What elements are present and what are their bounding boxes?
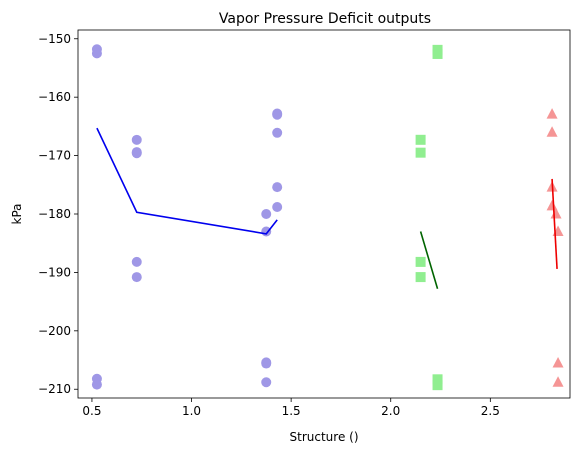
y-axis-label: kPa — [10, 204, 24, 225]
series-2-trend-line — [419, 231, 439, 289]
y-tick-label-6: −160 — [38, 90, 71, 104]
x-tick-label-4: 2.0 — [381, 404, 400, 418]
series-1-point-4 — [91, 379, 102, 390]
series-1-point-13 — [261, 358, 272, 369]
series-3-trend-line — [551, 178, 558, 269]
x-axis: 0.5 1.0 1.5 2.0 2.5 — [82, 398, 500, 418]
series-1-point-2 — [91, 48, 102, 59]
y-tick-label-4: −180 — [38, 207, 71, 221]
series-3-point-8 — [552, 376, 564, 387]
series-1-point-10 — [261, 209, 272, 219]
series-2-point-1 — [415, 134, 426, 145]
x-axis-label: Structure () — [290, 430, 359, 444]
y-tick-label-7: −150 — [38, 32, 71, 46]
series-3-point-5 — [550, 208, 562, 219]
y-tick-label-2: −200 — [38, 324, 71, 338]
series-1-point-7 — [131, 148, 142, 159]
series-2-point-6 — [432, 48, 443, 59]
series-1-point-11 — [261, 226, 272, 237]
series-2-point-2 — [415, 147, 426, 158]
y-axis: −210 −200 −190 −180 −170 −160 −150 — [38, 32, 78, 396]
series-2-point-7 — [432, 374, 443, 385]
series-1-point-5 — [131, 134, 142, 145]
x-tick-label-1: 0.5 — [82, 404, 101, 418]
series-1-point-17 — [272, 127, 283, 138]
plot-area — [91, 44, 564, 391]
series-1-point-9 — [131, 272, 142, 283]
y-tick-label-5: −170 — [38, 149, 71, 163]
x-tick-label-2: 1.0 — [182, 404, 201, 418]
y-tick-label-1: −210 — [38, 382, 71, 396]
x-tick-label-3: 1.5 — [282, 404, 301, 418]
series-1-point-16 — [272, 109, 283, 120]
series-1-point-19 — [272, 201, 283, 212]
chart-title: Vapor Pressure Deficit outputs — [219, 11, 431, 27]
series-3-point-2 — [546, 126, 558, 137]
series-2-point-4 — [415, 272, 426, 283]
series-1-point-8 — [131, 256, 142, 267]
series-3-point-7 — [552, 356, 564, 368]
series-1-point-18 — [272, 182, 283, 193]
y-tick-label-3: −190 — [38, 265, 71, 279]
series-2-point-3 — [415, 256, 426, 267]
x-tick-label-5: 2.5 — [481, 404, 500, 418]
series-1-trend-line — [96, 127, 278, 235]
series-3-point-4 — [546, 199, 558, 211]
series-3-point-1 — [546, 108, 558, 119]
series-1-point-14 — [261, 377, 272, 388]
series-2-point-8 — [432, 380, 443, 391]
